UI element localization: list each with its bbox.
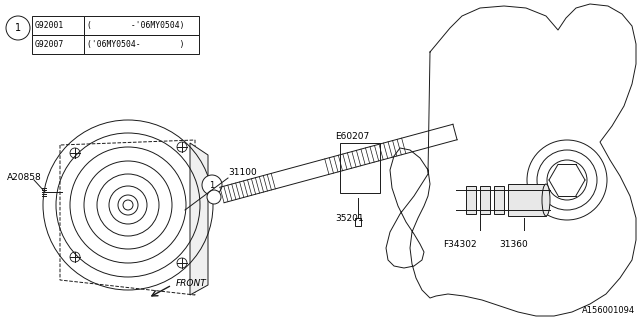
Circle shape <box>202 175 222 195</box>
Text: F34302: F34302 <box>443 240 477 249</box>
Bar <box>32 35 84 54</box>
Text: 1: 1 <box>15 23 21 33</box>
Bar <box>466 186 476 214</box>
Text: (        -'06MY0504): ( -'06MY0504) <box>87 21 184 30</box>
Bar <box>32 16 84 35</box>
Polygon shape <box>190 143 208 295</box>
Text: A20858: A20858 <box>7 172 42 181</box>
Text: G92001: G92001 <box>35 21 64 30</box>
Text: ('06MY0504-        ): ('06MY0504- ) <box>87 40 184 49</box>
Bar <box>84 16 199 35</box>
Text: 31100: 31100 <box>228 167 257 177</box>
Text: 1: 1 <box>209 180 214 189</box>
Bar <box>480 186 490 214</box>
Text: E60207: E60207 <box>335 132 369 140</box>
Circle shape <box>207 190 221 204</box>
Text: FRONT: FRONT <box>176 279 207 289</box>
Ellipse shape <box>542 184 550 216</box>
Circle shape <box>6 16 30 40</box>
Text: 35201: 35201 <box>335 213 364 222</box>
Bar <box>508 184 546 216</box>
Text: 31360: 31360 <box>500 240 529 249</box>
Text: G92007: G92007 <box>35 40 64 49</box>
Bar <box>494 186 504 214</box>
Bar <box>355 218 361 226</box>
Bar <box>340 143 380 193</box>
Text: A156001094: A156001094 <box>582 306 635 315</box>
Bar <box>84 35 199 54</box>
